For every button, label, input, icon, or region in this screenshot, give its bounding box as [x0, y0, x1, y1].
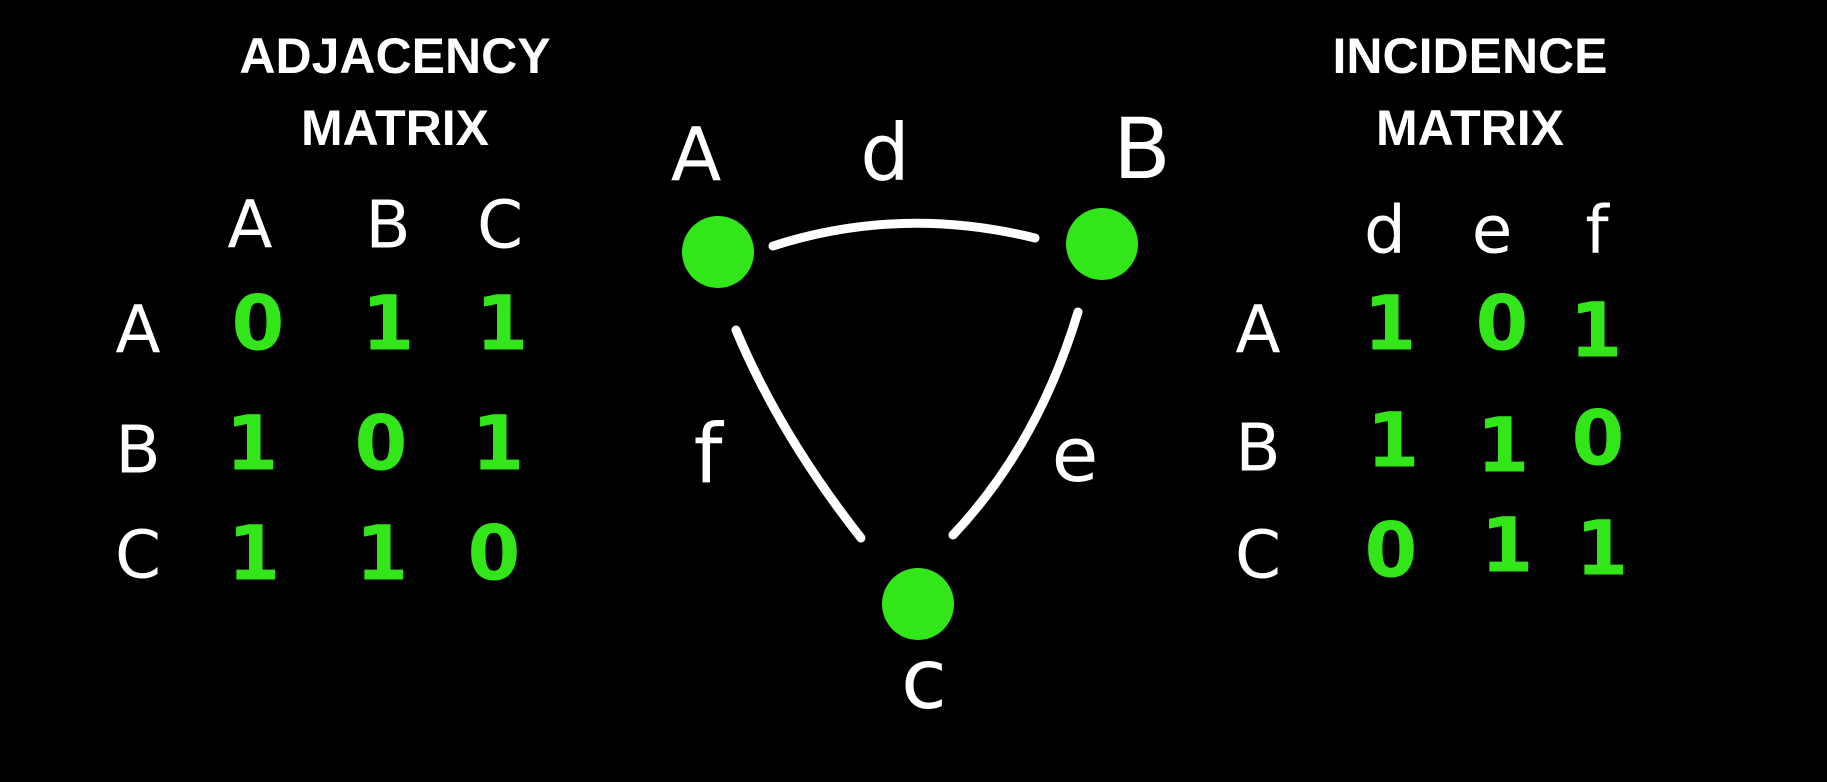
adjacency-cell: 1 — [471, 398, 525, 488]
graph-labels: A B c d e f — [671, 100, 1171, 728]
incidence-cell: 1 — [1569, 285, 1623, 375]
adjacency-cell: 1 — [225, 398, 279, 488]
adjacency-col-header: A — [227, 186, 273, 264]
adjacency-col-header: C — [476, 186, 524, 264]
graph-edges — [731, 218, 1083, 543]
graph-node-a — [682, 216, 754, 288]
incidence-cell: 1 — [1366, 395, 1420, 485]
incidence-title-line2: MATRIX — [1376, 100, 1564, 156]
adjacency-cell: 1 — [227, 508, 281, 598]
adjacency-row-header: B — [115, 411, 161, 489]
graph-edge-label-f: f — [694, 407, 725, 502]
incidence-cell: 1 — [1480, 500, 1534, 590]
adjacency-title-line2: MATRIX — [301, 100, 489, 156]
incidence-col-header: f — [1585, 191, 1609, 269]
graph-edge-d — [768, 218, 1040, 251]
incidence-cell: 1 — [1476, 400, 1530, 490]
adjacency-cell: 1 — [475, 278, 529, 368]
adjacency-matrix-title: ADJACENCY MATRIX — [220, 20, 570, 164]
incidence-matrix-title: INCIDENCE MATRIX — [1300, 20, 1640, 164]
adjacency-row-header: A — [115, 291, 161, 369]
adjacency-cell: 0 — [467, 508, 521, 598]
adjacency-cell: 0 — [354, 398, 408, 488]
incidence-cell: 1 — [1363, 278, 1417, 368]
adjacency-col-header: B — [365, 186, 411, 264]
graph-nodes — [682, 208, 1138, 640]
graph-node-c — [882, 568, 954, 640]
adjacency-row-header: C — [114, 516, 162, 594]
adjacency-cell: 0 — [231, 278, 285, 368]
adjacency-cell: 1 — [355, 508, 409, 598]
incidence-cell: 0 — [1475, 278, 1529, 368]
incidence-col-header: e — [1471, 191, 1513, 269]
incidence-col-header: d — [1364, 191, 1406, 269]
adjacency-title-line1: ADJACENCY — [239, 28, 551, 84]
incidence-cell: 1 — [1575, 503, 1629, 593]
graph-edge-f — [731, 325, 866, 543]
incidence-title-line1: INCIDENCE — [1332, 28, 1608, 84]
graph-node-label-c: c — [901, 630, 947, 728]
incidence-row-header: B — [1235, 409, 1281, 487]
adjacency-cell: 1 — [361, 278, 415, 368]
incidence-cell: 0 — [1364, 505, 1418, 595]
incidence-row-header: A — [1235, 291, 1281, 369]
graph-node-label-b: B — [1113, 100, 1171, 198]
graph-edge-e — [948, 307, 1083, 540]
graph-edge-label-e: e — [1052, 410, 1099, 499]
graph-node-b — [1066, 208, 1138, 280]
incidence-cell: 0 — [1571, 393, 1625, 483]
incidence-row-header: C — [1234, 516, 1282, 594]
graph-edge-label-d: d — [860, 108, 910, 198]
graph-node-label-a: A — [671, 113, 722, 199]
